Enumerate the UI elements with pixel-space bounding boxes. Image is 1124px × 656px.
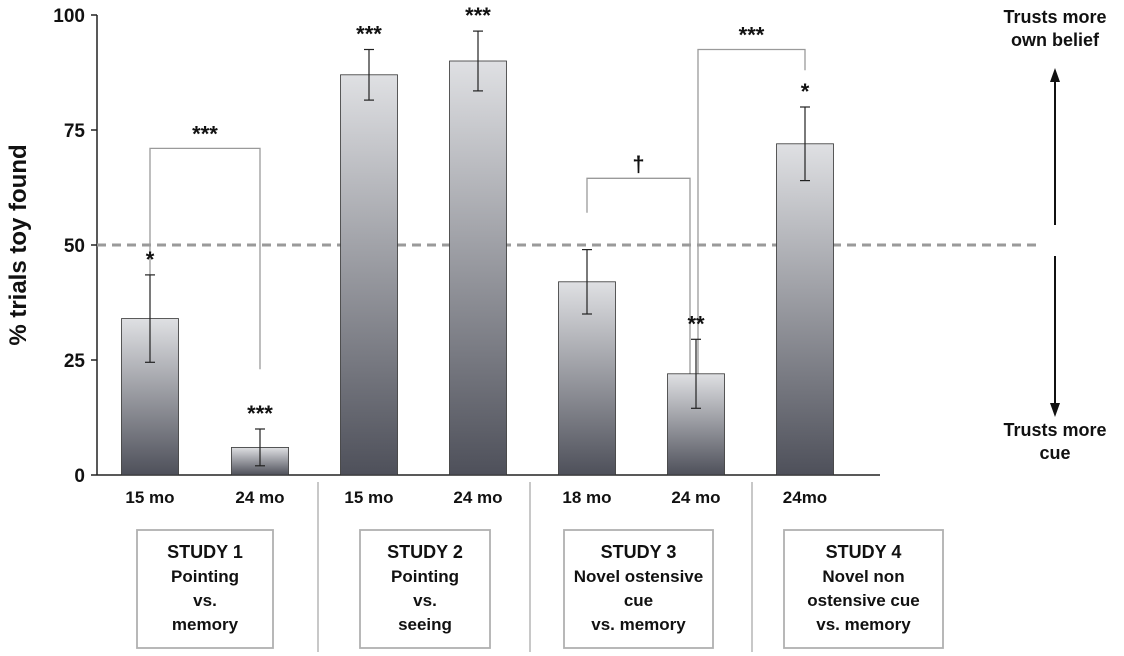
study-box [136,529,274,649]
comparison-bracket [697,48,806,388]
x-tick-label: 24 mo [235,488,284,507]
study-description: ostensive cue [807,591,919,610]
study-box [783,529,944,649]
study-description: vs. [413,591,437,610]
bar [449,60,507,476]
study-description: cue [624,591,653,610]
y-tick-label: 50 [64,236,85,257]
y-tick-label: 25 [64,351,86,372]
significance-label: * [801,79,810,104]
y-tick-label: 75 [64,121,86,142]
comparison-bracket [149,147,261,370]
study-description: vs. memory [591,615,686,634]
study-description: vs. memory [816,615,911,634]
y-tick-label: 0 [74,466,85,487]
study-description: vs. [193,591,217,610]
study-description: memory [172,615,239,634]
comparison-bracket [586,177,691,383]
comparison-label: *** [739,23,765,48]
bar [340,74,398,476]
significance-label: *** [465,3,491,28]
bar [776,143,834,476]
arrow-head-down [1050,403,1060,417]
x-tick-label: 15 mo [125,488,174,507]
significance-label: * [146,247,155,272]
x-tick-label: 24 mo [671,488,720,507]
study-title: STUDY 1 [167,542,243,562]
study-box [359,529,491,649]
study-description: Novel non [822,567,904,586]
right-label-top: own belief [1011,30,1100,50]
significance-label: *** [356,22,382,47]
right-label-bottom: Trusts more [1003,420,1106,440]
comparison-label: *** [192,121,218,146]
x-tick-label: 15 mo [344,488,393,507]
study-title: STUDY 3 [601,542,677,562]
y-axis-label: % trials toy found [5,144,32,345]
x-tick-label: 24 mo [453,488,502,507]
study-description: Pointing [391,567,459,586]
study-title: STUDY 4 [826,542,902,562]
y-tick-label: 100 [53,6,85,27]
study-description: Pointing [171,567,239,586]
comparison-label: † [632,151,644,176]
study-title: STUDY 2 [387,542,463,562]
arrow-head-up [1050,68,1060,82]
significance-label: *** [247,401,273,426]
right-label-top: Trusts more [1003,7,1106,27]
study-box [563,529,714,649]
study-description: seeing [398,615,452,634]
right-label-bottom: cue [1039,443,1070,463]
significance-label: ** [687,311,705,336]
x-tick-label: 18 mo [562,488,611,507]
x-tick-label: 24mo [783,488,827,507]
study-description: Novel ostensive [574,567,703,586]
